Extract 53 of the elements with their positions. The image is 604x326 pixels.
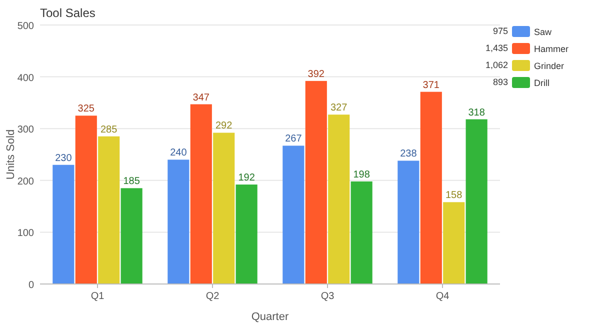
data-label: 292 xyxy=(216,120,233,132)
data-label: 158 xyxy=(446,190,463,202)
bar xyxy=(168,160,190,284)
annotation: 1,062 xyxy=(485,60,508,70)
bar xyxy=(236,184,258,284)
x-tick-label: Q2 xyxy=(206,291,220,302)
legend-label: Saw xyxy=(534,27,552,37)
data-label: 238 xyxy=(400,148,418,160)
data-label: 318 xyxy=(468,107,486,118)
data-label: 240 xyxy=(170,148,188,159)
annotation: 893 xyxy=(492,77,508,87)
data-label: 198 xyxy=(353,169,370,180)
bar xyxy=(213,132,235,284)
y-tick-label: 300 xyxy=(17,124,34,136)
y-tick-label: 100 xyxy=(17,228,34,240)
annotation: 1,435 xyxy=(485,43,508,53)
y-tick-label: 400 xyxy=(17,72,34,84)
x-tick-label: Q4 xyxy=(436,291,450,302)
legend-label: Grinder xyxy=(534,61,564,71)
data-label: 327 xyxy=(330,102,348,114)
data-label: 392 xyxy=(308,68,325,80)
x-tick-label: Q3 xyxy=(320,291,335,302)
bar xyxy=(466,119,488,284)
data-label: 347 xyxy=(192,92,210,104)
data-label: 325 xyxy=(78,104,95,115)
data-label: 192 xyxy=(238,172,256,184)
bar xyxy=(190,104,212,284)
y-tick-label: 500 xyxy=(17,21,34,32)
bar xyxy=(420,92,442,284)
bar xyxy=(282,146,304,284)
bar xyxy=(120,188,142,284)
data-label: 230 xyxy=(55,152,72,164)
legend-label: Drill xyxy=(534,78,550,88)
data-label: 371 xyxy=(422,80,440,91)
data-label: 285 xyxy=(100,124,118,136)
bar xyxy=(443,202,465,284)
data-label: 267 xyxy=(285,134,302,145)
bar xyxy=(328,114,350,284)
bar xyxy=(350,181,372,284)
x-tick-label: Q1 xyxy=(90,291,105,302)
bar xyxy=(98,136,120,284)
annotation: 975 xyxy=(492,26,508,36)
bar xyxy=(398,160,420,284)
bar xyxy=(52,164,74,284)
y-axis-title: Units Sold xyxy=(5,129,17,180)
data-label: 185 xyxy=(123,176,140,188)
chart-title: Tool Sales xyxy=(40,6,96,20)
bar xyxy=(75,116,97,284)
x-axis-title: Quarter xyxy=(251,311,289,323)
y-tick-label: 200 xyxy=(17,176,34,188)
y-tick-label: 0 xyxy=(28,280,34,291)
legend-label: Hammer xyxy=(534,44,569,54)
bar xyxy=(305,80,327,284)
